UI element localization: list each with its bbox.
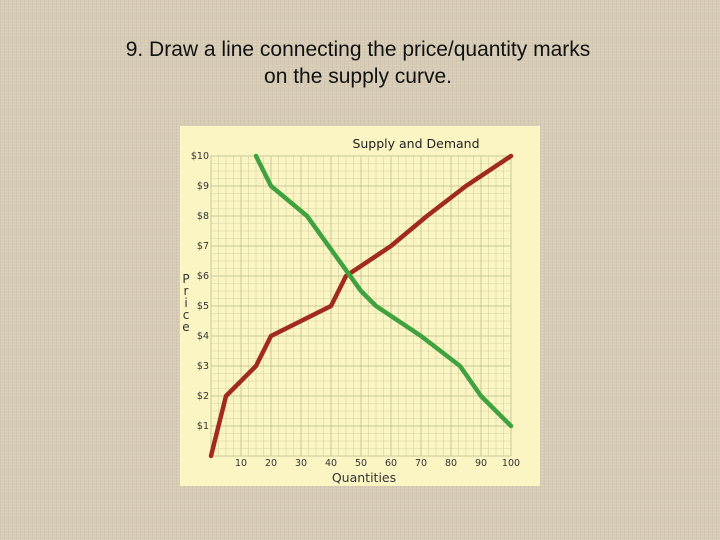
demand-curve <box>253 153 514 429</box>
x-tick-label: 70 <box>415 458 427 469</box>
y-tick-label: $2 <box>197 391 209 402</box>
supply-curve <box>208 153 514 459</box>
y-axis-title-letter: e <box>182 320 189 334</box>
x-tick-label: 30 <box>295 458 307 469</box>
chart-grid <box>210 155 512 457</box>
y-axis-title-letter: c <box>183 308 190 322</box>
chart-svg: $1 $2 $3 $4 $5 $6 $7 $8 $9 $10 10 20 30 40 50 60 70 80 90 1… <box>182 136 520 485</box>
y-tick-label: $9 <box>197 181 209 192</box>
x-tick-label: 50 <box>355 458 367 469</box>
chart-ticks: $1 $2 $3 $4 $5 $6 $7 $8 $9 $10 10 20 30 40 50 60 70 80 90 1… <box>191 151 520 469</box>
chart-series <box>208 153 514 459</box>
x-tick-label: 80 <box>445 458 457 469</box>
chart-title: Supply and Demand <box>352 136 479 151</box>
slide-title: 9. Draw a line connecting the price/quan… <box>125 38 591 88</box>
y-axis-title-letter: i <box>184 296 187 310</box>
y-tick-label: $3 <box>197 361 209 372</box>
y-tick-label: $5 <box>197 301 209 312</box>
x-axis-title: Quantities <box>332 470 396 485</box>
x-tick-label: 10 <box>235 458 247 469</box>
y-axis-title-letter: P <box>182 272 189 286</box>
x-tick-label: 20 <box>265 458 277 469</box>
x-tick-label: 100 <box>502 458 520 469</box>
x-tick-label: 90 <box>475 458 487 469</box>
y-tick-label: $4 <box>197 331 209 342</box>
y-tick-label: $6 <box>197 271 209 282</box>
x-tick-label: 60 <box>385 458 397 469</box>
supply-demand-chart: $1 $2 $3 $4 $5 $6 $7 $8 $9 $10 10 20 30 40 50 60 70 80 90 1… <box>180 126 540 486</box>
y-tick-label: $7 <box>197 241 209 252</box>
y-tick-label: $1 <box>197 421 209 432</box>
y-tick-label: $8 <box>197 211 209 222</box>
y-tick-label: $10 <box>191 151 209 162</box>
x-tick-label: 40 <box>325 458 337 469</box>
y-axis-title-letter: r <box>184 284 189 298</box>
